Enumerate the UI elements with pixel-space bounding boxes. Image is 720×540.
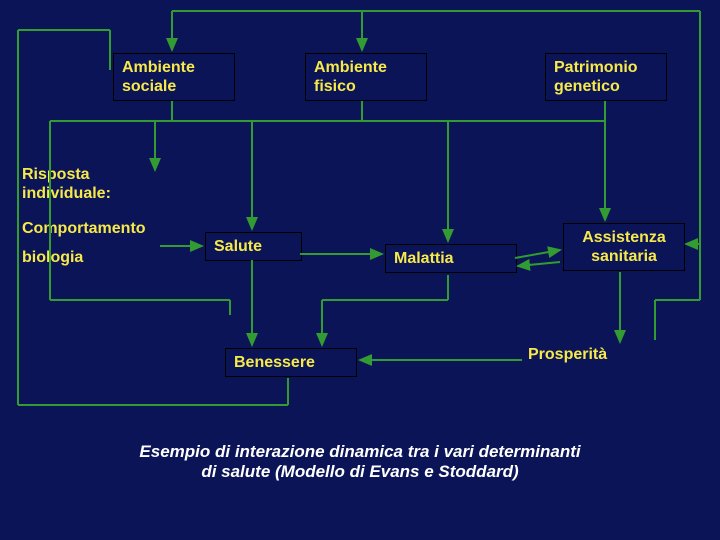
node-label: Assistenza (582, 229, 666, 246)
node-benessere: Benessere (225, 348, 357, 377)
node-ambiente-sociale: Ambiente sociale (113, 53, 235, 101)
label-risposta-individuale: Risposta individuale: (22, 165, 111, 203)
node-ambiente-fisico: Ambiente fisico (305, 53, 427, 101)
caption-line: Esempio di interazione dinamica tra i va… (139, 442, 580, 461)
node-label: sanitaria (591, 248, 657, 265)
node-patrimonio-genetico: Patrimonio genetico (545, 53, 667, 101)
node-label: Patrimonio (554, 59, 638, 76)
node-label: fisico (314, 78, 356, 95)
label-text: individuale: (22, 185, 111, 202)
label-text: Prosperità (528, 346, 607, 363)
node-malattia: Malattia (385, 244, 517, 273)
node-label: Salute (214, 238, 262, 255)
node-salute: Salute (205, 232, 302, 261)
label-biologia: biologia (22, 248, 83, 267)
node-label: Ambiente (122, 59, 195, 76)
label-comportamento: Comportamento (22, 219, 146, 238)
diagram-caption: Esempio di interazione dinamica tra i va… (0, 442, 720, 482)
caption-line: di salute (Modello di Evans e Stoddard) (201, 462, 518, 481)
node-assistenza-sanitaria: Assistenza sanitaria (563, 223, 685, 271)
label-text: Risposta (22, 166, 90, 183)
node-label: Ambiente (314, 59, 387, 76)
label-prosperita: Prosperità (528, 345, 607, 364)
node-label: Benessere (234, 354, 315, 371)
label-text: Comportamento (22, 220, 146, 237)
node-label: genetico (554, 78, 620, 95)
label-text: biologia (22, 249, 83, 266)
node-label: Malattia (394, 250, 454, 267)
node-label: sociale (122, 78, 176, 95)
